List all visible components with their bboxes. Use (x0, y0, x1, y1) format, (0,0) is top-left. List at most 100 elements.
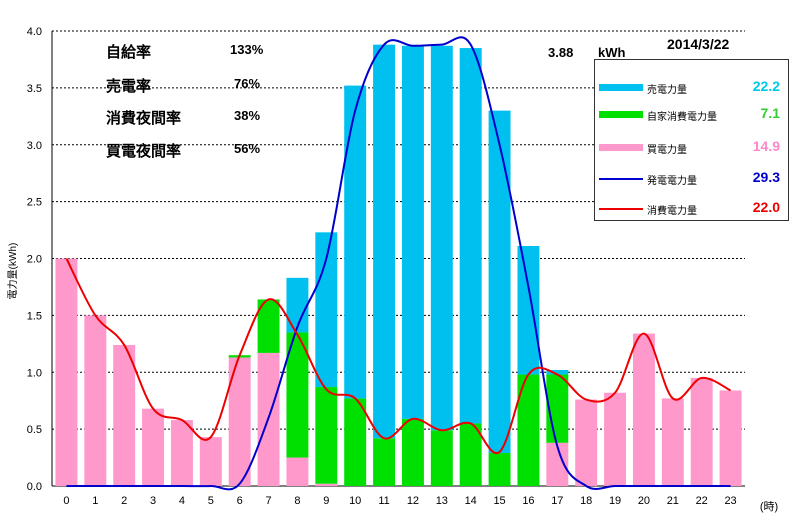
bar-売電力量 (373, 44, 396, 439)
bar-買電力量 (142, 408, 165, 486)
y-tick-label: 2.5 (27, 197, 42, 209)
legend-label: 消費電力量 (647, 206, 697, 217)
bar-自家消費電力量 (344, 398, 367, 486)
legend-label: 自家消費電力量 (647, 112, 717, 123)
bar-売電力量 (546, 369, 569, 375)
y-axis-label: 電力量(kWh) (6, 243, 19, 300)
stat-value: 38% (234, 108, 261, 123)
x-tick-label: 13 (436, 495, 448, 507)
x-tick-label: 3 (150, 495, 156, 507)
stat-label: 自給率 (106, 44, 152, 61)
legend-item: 自家消費電力量 7.1 (595, 105, 788, 125)
bar-買電力量 (661, 398, 684, 486)
bar-売電力量 (286, 277, 309, 333)
bar-買電力量 (113, 344, 136, 486)
legend-item: 消費電力量 22.0 (595, 199, 788, 219)
line-発電電力量 (66, 36, 731, 491)
bar-自家消費電力量 (373, 438, 396, 486)
bar-自家消費電力量 (286, 332, 309, 458)
bar-自家消費電力量 (257, 299, 280, 353)
bar-買電力量 (546, 442, 569, 486)
x-tick-label: 0 (63, 495, 69, 507)
legend-item: 発電電力量 29.3 (595, 169, 788, 189)
legend-total: 22.0 (752, 199, 780, 215)
x-tick-label: 19 (609, 495, 621, 507)
bar-売電力量 (488, 110, 511, 454)
x-tick-label: 10 (349, 495, 361, 507)
x-tick-label: 12 (407, 495, 419, 507)
bar-自家消費電力量 (517, 374, 540, 486)
bar-売電力量 (459, 48, 482, 424)
bar-自家消費電力量 (459, 423, 482, 486)
y-tick-label: 3.5 (27, 83, 42, 95)
x-tick-label: 17 (551, 495, 563, 507)
x-tick-label: 8 (294, 495, 300, 507)
bar-買電力量 (55, 258, 78, 486)
legend-label: 売電力量 (647, 85, 687, 96)
bar-売電力量 (517, 245, 540, 375)
x-tick-label: 21 (667, 495, 679, 507)
x-tick-label: 5 (208, 495, 214, 507)
legend-item: 売電力量 22.2 (595, 78, 788, 98)
bar-売電力量 (430, 45, 453, 431)
stat-label: 消費夜間率 (106, 110, 182, 127)
y-tick-label: 3.0 (27, 140, 42, 152)
x-tick-label: 7 (266, 495, 272, 507)
legend-swatch-buy (599, 144, 643, 151)
x-axis-label: (時) (760, 500, 778, 513)
y-tick-label: 0.5 (27, 424, 42, 436)
x-tick-label: 23 (724, 495, 736, 507)
x-tick-label: 15 (493, 495, 505, 507)
legend-line-consumption (599, 208, 643, 210)
y-tick-label: 2.0 (27, 254, 42, 266)
legend-total: 7.1 (760, 105, 780, 121)
line-消費電力量 (65, 258, 732, 455)
y-tick-label: 4.0 (27, 26, 42, 38)
bar-売電力量 (401, 45, 424, 419)
legend-label: 買電力量 (647, 145, 687, 156)
stat-value: 133% (230, 42, 264, 57)
y-tick-label: 0.0 (27, 481, 42, 493)
y-tick-label: 1.5 (27, 310, 42, 322)
peak-value: 3.88 (548, 45, 574, 60)
bar-自家消費電力量 (488, 453, 511, 486)
x-tick-label: 6 (237, 495, 243, 507)
legend-total: 14.9 (752, 138, 780, 154)
x-tick-label: 22 (696, 495, 708, 507)
bar-買電力量 (632, 333, 655, 486)
x-tick-label: 1 (92, 495, 98, 507)
bar-買電力量 (604, 392, 627, 486)
stat-label: 売電率 (106, 78, 152, 95)
stat-label: 買電夜間率 (106, 143, 182, 160)
legend-total: 22.2 (752, 78, 780, 94)
legend-line-generation (599, 178, 643, 180)
bar-自家消費電力量 (315, 387, 338, 484)
bar-買電力量 (690, 377, 713, 486)
bar-買電力量 (199, 437, 222, 486)
bar-売電力量 (315, 232, 338, 388)
bar-買電力量 (315, 483, 338, 486)
legend-item: 買電力量 14.9 (595, 138, 788, 158)
bar-買電力量 (286, 457, 309, 486)
x-tick-label: 4 (179, 495, 185, 507)
bar-買電力量 (84, 315, 107, 486)
bar-自家消費電力量 (401, 418, 424, 486)
peak-unit: kWh (598, 45, 626, 60)
bar-買電力量 (170, 420, 193, 486)
bar-売電力量 (344, 85, 367, 399)
legend: 売電力量 22.2 自家消費電力量 7.1 買電力量 14.9 発電電力量 29… (594, 59, 789, 221)
bar-買電力量 (719, 390, 742, 486)
legend-label: 発電電力量 (647, 176, 697, 187)
x-tick-label: 14 (465, 495, 477, 507)
legend-total: 29.3 (752, 169, 780, 185)
bar-自家消費電力量 (430, 430, 453, 486)
bar-買電力量 (575, 399, 598, 486)
x-tick-label: 16 (522, 495, 534, 507)
bar-買電力量 (228, 357, 251, 486)
x-tick-label: 9 (323, 495, 329, 507)
y-tick-label: 1.0 (27, 367, 42, 379)
x-tick-label: 11 (378, 495, 389, 507)
date-label: 2014/3/22 (667, 36, 730, 52)
x-tick-label: 2 (121, 495, 127, 507)
